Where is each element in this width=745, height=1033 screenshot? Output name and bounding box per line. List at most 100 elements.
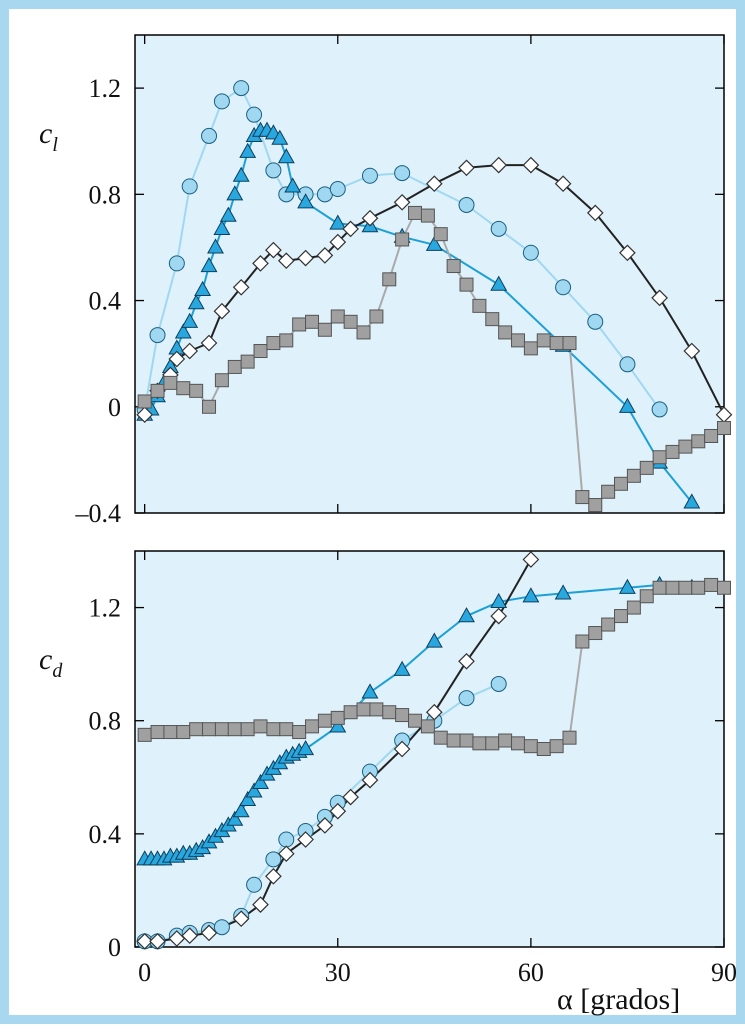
cd-diamond-point [522, 551, 540, 568]
cl-diamond-point [619, 244, 636, 262]
cd-square-point [369, 702, 384, 717]
cl-diamond-point [316, 247, 334, 264]
cl-square-point [639, 460, 654, 475]
cd-square-point [189, 722, 204, 737]
cd-diamond-point [342, 788, 359, 806]
cl-triangle-point [194, 280, 212, 296]
cl-square-point [511, 333, 526, 348]
cl-diamond-point [342, 220, 359, 238]
cd-triangle-point [232, 802, 250, 818]
cd-square-point [704, 577, 719, 592]
cl-circle-point [201, 127, 218, 144]
cl-triangle-point [618, 397, 636, 413]
cd-square-point [137, 727, 152, 742]
cd-diamond-point [458, 652, 475, 670]
cl-triangle-point [174, 323, 192, 339]
cl-ytick-label: 0.4 [89, 287, 122, 316]
cl-square-point [704, 428, 719, 443]
cl-circle-point [265, 162, 282, 179]
cd-circle-point [278, 831, 295, 848]
cl-square-point [137, 394, 152, 409]
cl-diamond-point [181, 342, 199, 360]
cd-square-point [382, 705, 397, 720]
cl-circle-point [233, 80, 250, 97]
cd-square-point [202, 722, 217, 737]
cl-diamond-point [252, 255, 269, 272]
cl-square-point [305, 314, 320, 329]
cd-circle-point [490, 675, 507, 692]
cd-square-point [408, 713, 423, 728]
cl-square-point [588, 498, 603, 513]
cl-diamond-point [265, 241, 282, 259]
cl-square-point [614, 476, 629, 491]
cd-square-point [626, 600, 641, 615]
cd-square-point [253, 719, 268, 734]
cd-ytick-label: 0.8 [89, 707, 122, 736]
cl-square-point [163, 375, 178, 390]
cl-square-point [536, 333, 551, 348]
cd-square-point [356, 702, 371, 717]
cd-diamond-point [232, 910, 250, 928]
cd-square-point [678, 580, 693, 595]
cd-circle-point [213, 919, 230, 936]
cd-diamond-point [277, 845, 295, 863]
cd-triangle-point [226, 810, 244, 826]
cl-circle-point [246, 106, 263, 123]
cl-diamond-point [490, 156, 508, 174]
cl-triangle-point [329, 214, 347, 230]
cd-triangle-point [252, 773, 269, 789]
cd-square-point [717, 580, 731, 595]
cl-ytick-label: –0.4 [75, 499, 122, 528]
cd-square-point [305, 719, 320, 734]
cd-square-point [433, 730, 448, 745]
cl-triangle-point [277, 148, 295, 164]
cl-series-markers [136, 80, 733, 513]
cl-square-point [356, 325, 371, 340]
cd-square-point [472, 736, 487, 751]
cl-triangle-point [271, 129, 289, 145]
cd-square-point [240, 722, 255, 737]
cd-square-point [459, 733, 474, 748]
cd-triangle-point [297, 739, 315, 756]
cd-square-point [343, 705, 358, 720]
cl-square-point [150, 383, 165, 398]
cd-triangle-point [393, 660, 411, 676]
cd-square-point [639, 589, 654, 604]
cl-square-point [562, 336, 577, 351]
cd-square-point [588, 626, 603, 641]
cd-triangle-point [618, 578, 636, 594]
cl-diamond-point [651, 289, 668, 307]
cd-xtick-label: 0 [138, 958, 151, 987]
cd-square-point [214, 722, 229, 737]
cl-circle-point [651, 401, 668, 418]
cl-square-point [369, 309, 384, 324]
cl-circle-point [213, 93, 230, 110]
cd-diamond-point [136, 932, 154, 950]
cl-circle-point [458, 196, 475, 213]
cd-diamond-point [252, 896, 269, 913]
cl-square-point [253, 344, 268, 359]
cl-square-point [498, 325, 513, 340]
cd-circle-point [265, 851, 282, 868]
cl-square-point [292, 317, 307, 332]
cd-xtick-label: 60 [518, 958, 544, 987]
cl-triangle-point [425, 235, 443, 251]
x-axis-label: α [grados] [557, 983, 680, 1016]
cl-diamond-point [213, 302, 231, 320]
cd-square-point [420, 719, 435, 734]
cl-square-point [472, 298, 487, 313]
cd-square-point [150, 725, 165, 740]
cl-square-point [626, 468, 641, 483]
cd-triangle-point [239, 790, 257, 806]
cl-square-point [523, 341, 538, 356]
cd-square-point [498, 733, 513, 748]
cl-ticks: 1.2 0.8 0.4 0 –0.4 [75, 35, 725, 528]
cl-square-point [214, 373, 229, 388]
cl-circle-point [555, 279, 572, 296]
cl-triangle-point [207, 238, 224, 254]
cl-triangle-point [683, 493, 701, 509]
cd-square-point [395, 708, 410, 723]
cl-circle-point [149, 327, 166, 344]
cd-ylabel: cd [39, 643, 63, 682]
